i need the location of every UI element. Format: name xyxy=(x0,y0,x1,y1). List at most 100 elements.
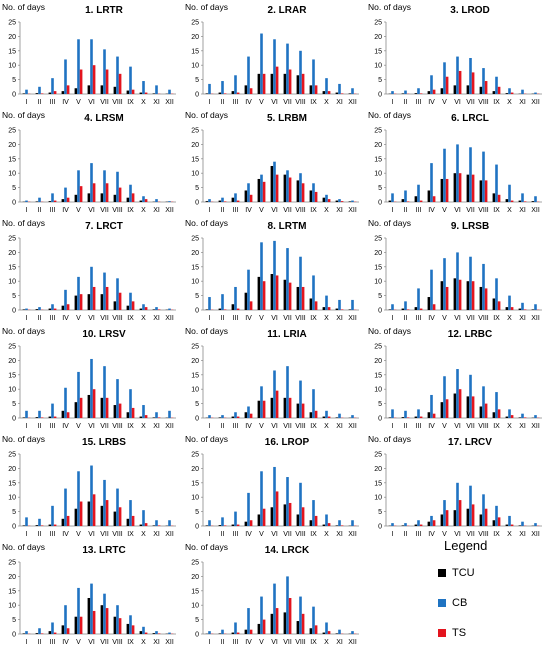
x-tick-label: XII xyxy=(531,531,540,538)
bar-cb-VI xyxy=(90,163,93,202)
bar-cb-IX xyxy=(129,389,132,418)
bar-tcu-VIII xyxy=(480,514,483,526)
bar-cb-XI xyxy=(338,414,341,418)
bar-cb-VI xyxy=(456,57,459,94)
bar-tcu-III xyxy=(49,417,52,418)
bar-tcu-XII xyxy=(349,309,352,310)
bar-ts-VII xyxy=(472,396,475,418)
bar-tcu-II xyxy=(402,93,405,94)
x-tick-label: VI xyxy=(88,639,95,646)
x-tick-label: XI xyxy=(336,639,343,646)
bar-cb-III xyxy=(417,409,420,418)
bar-ts-XI xyxy=(524,201,527,202)
bar-cb-VI xyxy=(456,483,459,526)
bar-ts-VI xyxy=(93,183,96,202)
bar-tcu-III xyxy=(415,417,418,418)
y-tick-label: 10 xyxy=(8,495,16,502)
bar-tcu-VII xyxy=(101,605,104,634)
y-tick-label: 25 xyxy=(8,20,16,27)
bar-cb-XII xyxy=(351,631,354,634)
x-tick-label: I xyxy=(392,423,394,430)
bar-cb-I xyxy=(208,199,211,202)
x-tick-label: VIII xyxy=(112,99,123,106)
chart-title: 9. LRSB xyxy=(451,221,489,232)
bar-tcu-III xyxy=(49,631,52,634)
x-tick-label: III xyxy=(233,99,239,106)
bar-cb-I xyxy=(25,309,28,310)
x-tick-label: X xyxy=(141,207,146,214)
bar-cb-VI xyxy=(456,369,459,418)
bar-ts-IV xyxy=(67,85,70,94)
x-tick-label: X xyxy=(507,315,512,322)
bar-ts-X xyxy=(328,91,331,94)
bar-cb-IV xyxy=(430,516,433,526)
bar-cb-III xyxy=(234,287,237,310)
bar-cb-III xyxy=(51,304,54,310)
bar-tcu-VII xyxy=(284,612,287,634)
bar-cb-XII xyxy=(168,309,171,310)
x-tick-label: VIII xyxy=(478,99,489,106)
bar-ts-V xyxy=(263,401,266,418)
y-tick-label: 10 xyxy=(8,387,16,394)
y-tick-label: 25 xyxy=(374,128,382,135)
bar-cb-II xyxy=(404,301,407,310)
y-axis-label: No. of days xyxy=(2,326,45,336)
x-tick-label: X xyxy=(141,531,146,538)
bar-ts-VIII xyxy=(302,74,305,94)
bar-ts-VI xyxy=(459,500,462,526)
y-tick-label: 20 xyxy=(374,358,382,365)
y-tick-label: 15 xyxy=(8,264,16,271)
bar-tcu-VI xyxy=(88,193,91,202)
bar-cb-IX xyxy=(495,278,498,310)
bar-tcu-VIII xyxy=(297,75,300,94)
x-tick-label: XII xyxy=(165,423,174,430)
bar-tcu-IV xyxy=(245,190,248,202)
bar-cb-X xyxy=(325,514,328,526)
bar-ts-IX xyxy=(315,192,318,202)
bar-ts-II xyxy=(41,93,44,94)
bar-cb-VI xyxy=(273,370,276,418)
bar-tcu-XI xyxy=(153,93,156,94)
x-tick-label: VI xyxy=(271,531,278,538)
bar-tcu-II xyxy=(219,525,222,526)
bar-ts-XI xyxy=(341,93,344,94)
y-tick-label: 0 xyxy=(12,416,16,423)
bar-cb-X xyxy=(142,304,145,310)
bar-tcu-III xyxy=(49,525,52,526)
bar-ts-VI xyxy=(459,280,462,310)
bar-tcu-II xyxy=(36,417,39,418)
bar-ts-VI xyxy=(276,175,279,202)
bar-cb-XII xyxy=(351,201,354,202)
legend-swatch-ts xyxy=(438,629,446,637)
bar-cb-I xyxy=(391,304,394,310)
y-tick-label: 15 xyxy=(191,264,199,271)
bar-cb-XII xyxy=(534,523,537,526)
bar-tcu-IV xyxy=(245,630,248,634)
bar-ts-V xyxy=(263,281,266,310)
bar-cb-VI xyxy=(90,466,93,526)
y-tick-label: 5 xyxy=(378,77,382,84)
bar-tcu-V xyxy=(75,195,78,202)
y-tick-label: 5 xyxy=(378,401,382,408)
x-tick-label: XI xyxy=(153,639,160,646)
bar-tcu-II xyxy=(219,417,222,418)
y-axis-label: No. of days xyxy=(185,434,228,444)
bar-tcu-V xyxy=(258,624,261,634)
bar-cb-IX xyxy=(129,615,132,634)
bar-ts-IV xyxy=(433,90,436,94)
bar-tcu-XI xyxy=(336,633,339,634)
bar-tcu-II xyxy=(36,93,39,94)
legend-item-cb: CB xyxy=(438,595,538,610)
y-axis-label: No. of days xyxy=(2,110,45,120)
x-tick-label: X xyxy=(141,99,146,106)
x-tick-label: XII xyxy=(348,639,357,646)
x-tick-label: VII xyxy=(466,531,475,538)
x-tick-label: XII xyxy=(531,207,540,214)
bar-cb-X xyxy=(325,78,328,94)
bar-tcu-IV xyxy=(62,411,65,418)
bar-tcu-III xyxy=(49,201,52,202)
bar-tcu-VI xyxy=(271,166,274,202)
bar-ts-II xyxy=(407,201,410,202)
y-tick-label: 15 xyxy=(191,588,199,595)
